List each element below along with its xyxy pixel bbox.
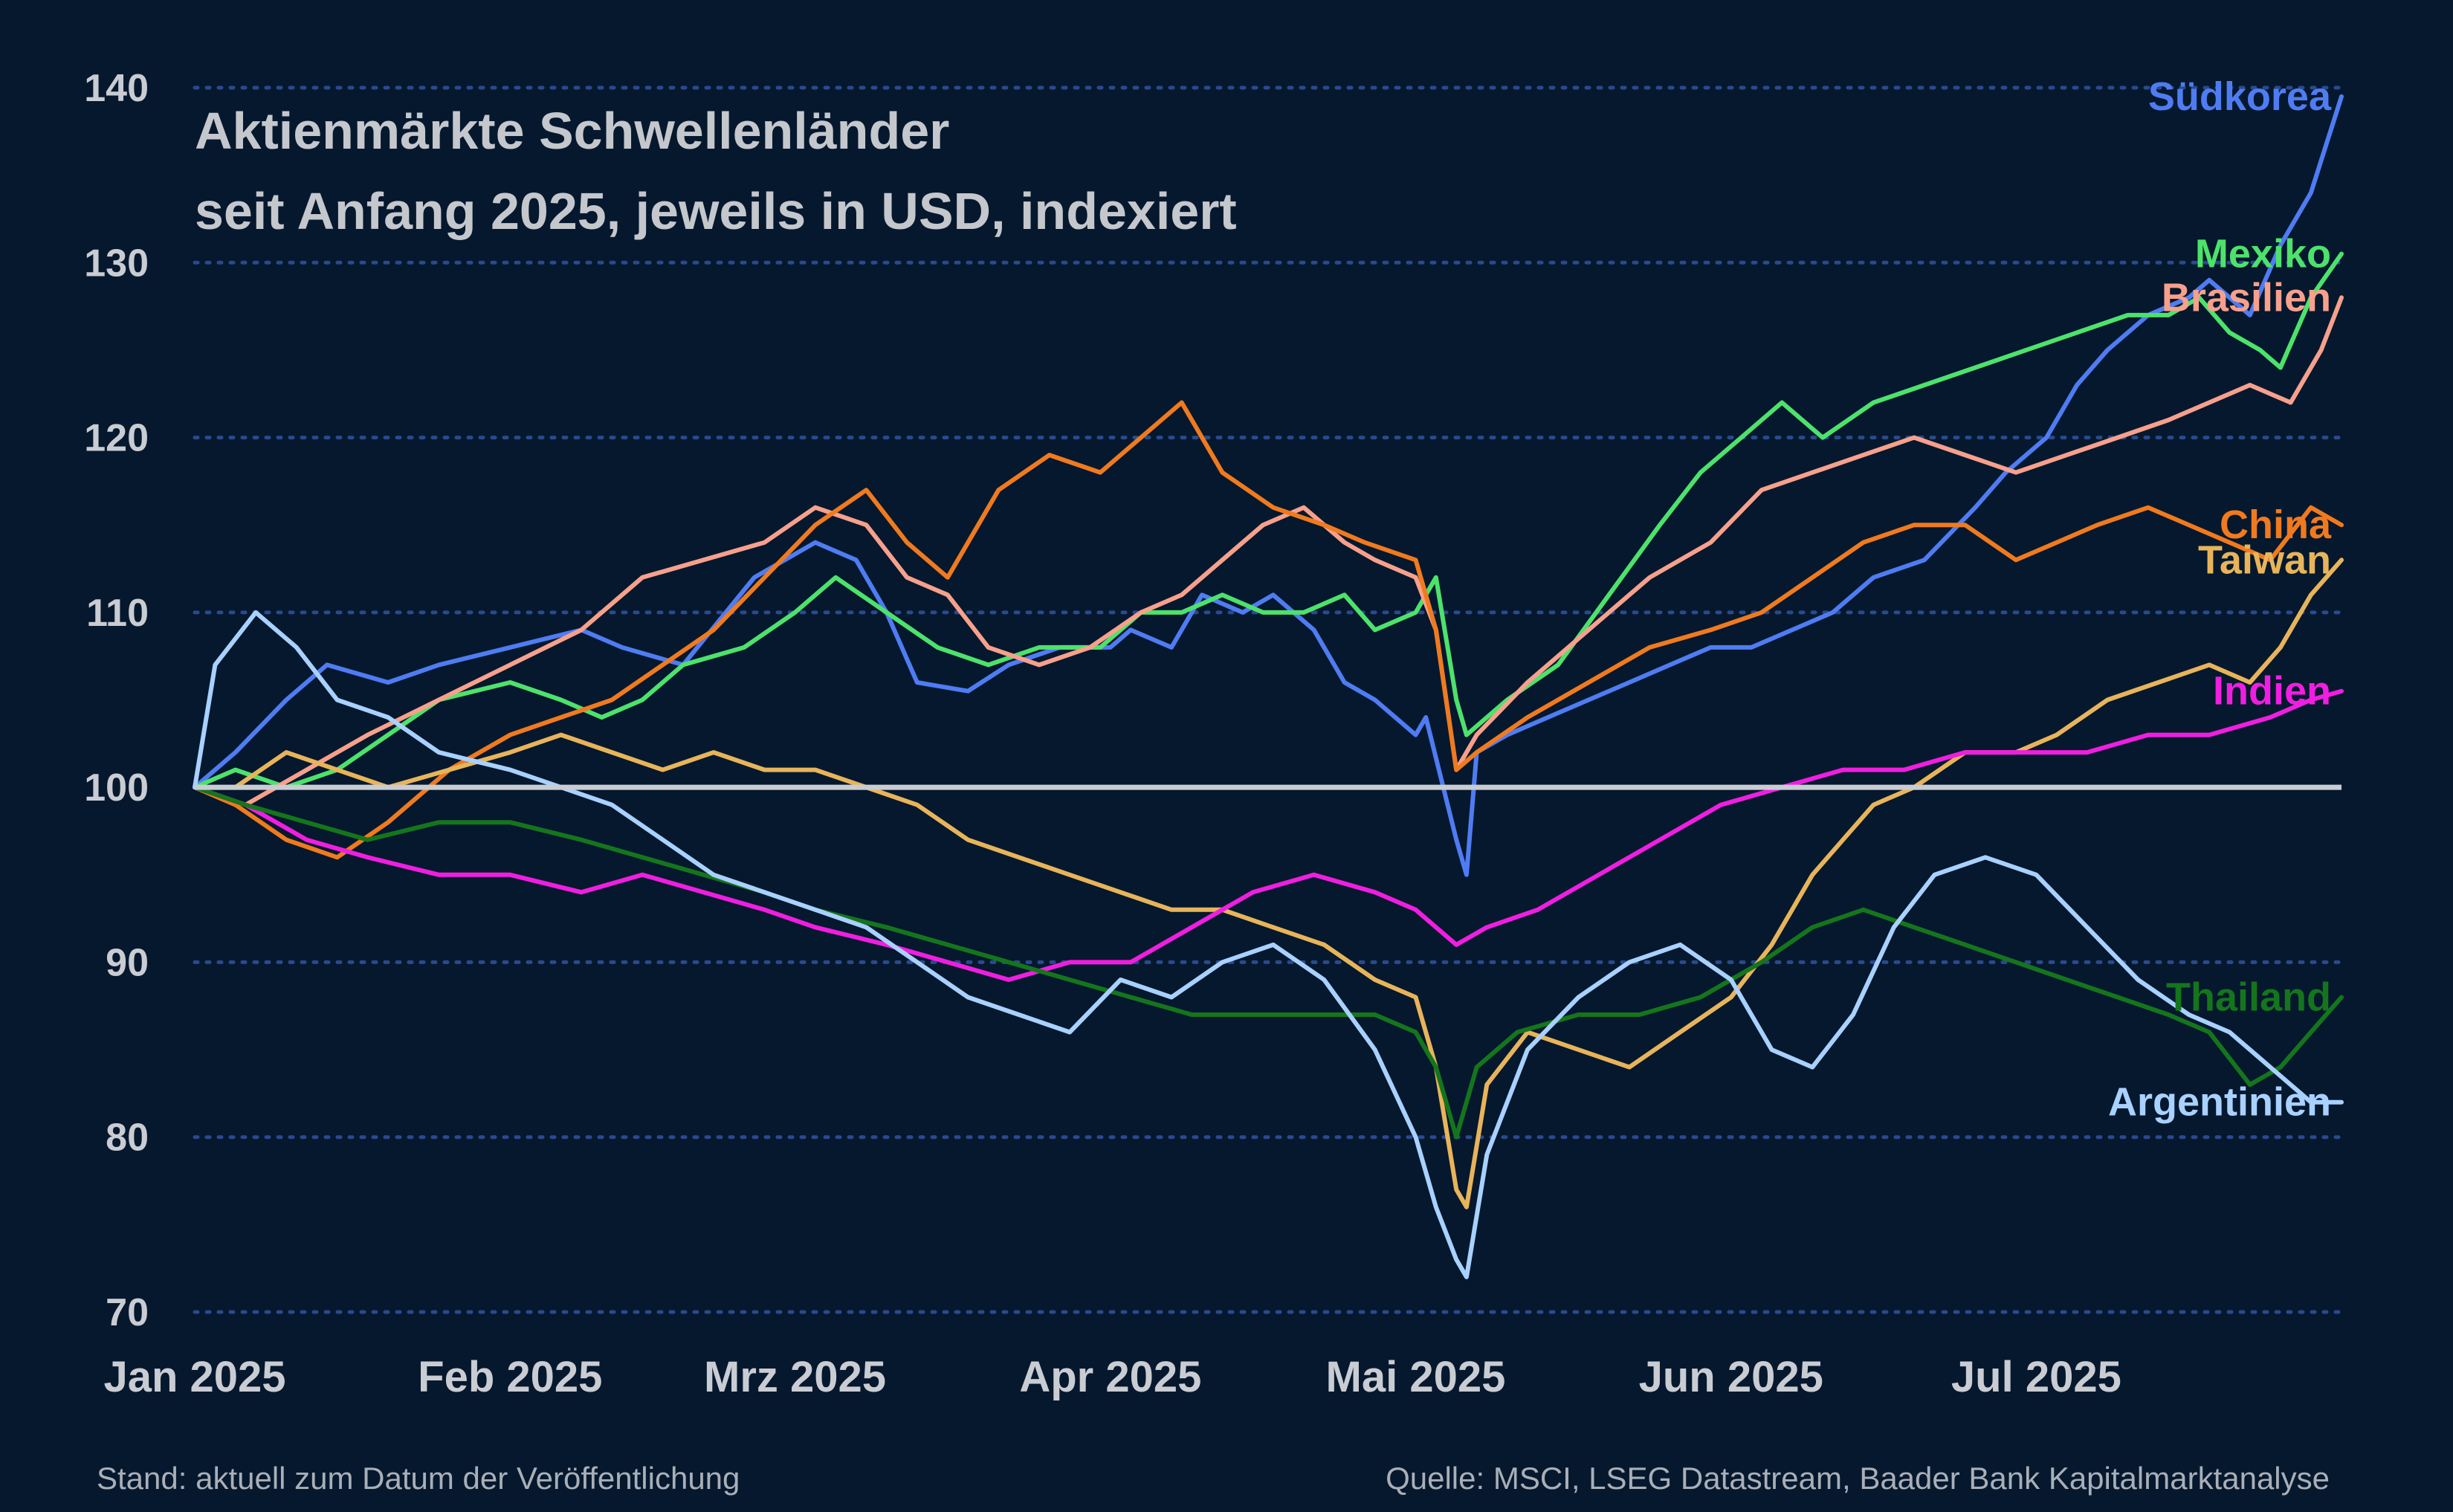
series-label-südkorea: Südkorea bbox=[2148, 74, 2332, 119]
chart-subtitle: seit Anfang 2025, jeweils in USD, indexi… bbox=[195, 182, 1237, 240]
y-tick-label: 70 bbox=[106, 1291, 149, 1334]
series-line-taiwan bbox=[193, 558, 2344, 1209]
x-axis: Jan 2025 Feb 2025 Mrz 2025 Apr 2025 Mai 2025… bbox=[103, 1353, 2121, 1401]
series-label-brasilien: Brasilien bbox=[2162, 275, 2331, 320]
x-tick-label: Mai 2025 bbox=[1326, 1353, 1506, 1401]
y-tick-label: 130 bbox=[84, 242, 149, 285]
series-line-indien bbox=[193, 688, 2344, 982]
series-label-indien: Indien bbox=[2213, 669, 2331, 714]
footer-source: Quelle: MSCI, LSEG Datastream, Baader Ba… bbox=[1386, 1461, 2330, 1496]
y-tick-label: 110 bbox=[86, 592, 149, 635]
series-line-mexiko bbox=[193, 251, 2344, 790]
footer-note: Stand: aktuell zum Datum der Veröffentli… bbox=[97, 1461, 740, 1496]
x-tick-label: Mrz 2025 bbox=[704, 1353, 886, 1401]
series-label-thailand: Thailand bbox=[2166, 975, 2331, 1019]
y-axis: 70 80 90 100 110 120 130 140 bbox=[84, 67, 149, 1334]
y-tick-label: 90 bbox=[106, 941, 149, 984]
y-tick-label: 140 bbox=[84, 67, 149, 110]
y-tick-label: 80 bbox=[106, 1117, 149, 1160]
series-label-china: China bbox=[2220, 503, 2332, 547]
series-layer bbox=[193, 94, 2344, 1279]
x-tick-label: Feb 2025 bbox=[418, 1353, 602, 1401]
x-tick-label: Jan 2025 bbox=[103, 1353, 285, 1401]
x-tick-label: Jun 2025 bbox=[1639, 1353, 1823, 1401]
series-label-mexiko: Mexiko bbox=[2195, 232, 2331, 277]
series-line-brasilien bbox=[193, 295, 2344, 807]
grid-layer bbox=[193, 85, 2344, 1314]
series-line-thailand bbox=[193, 785, 2344, 1140]
series-line-argentinien bbox=[193, 610, 2344, 1279]
y-tick-label: 100 bbox=[84, 766, 149, 810]
series-line-china bbox=[193, 400, 2344, 860]
series-label-argentinien: Argentinien bbox=[2108, 1080, 2331, 1125]
chart-title: Aktienmärkte Schwellenländer bbox=[195, 102, 949, 160]
x-tick-label: Jul 2025 bbox=[1951, 1353, 2121, 1401]
x-tick-label: Apr 2025 bbox=[1019, 1353, 1201, 1401]
series-label-taiwan: Taiwan bbox=[2198, 537, 2331, 582]
y-tick-label: 120 bbox=[84, 417, 149, 460]
